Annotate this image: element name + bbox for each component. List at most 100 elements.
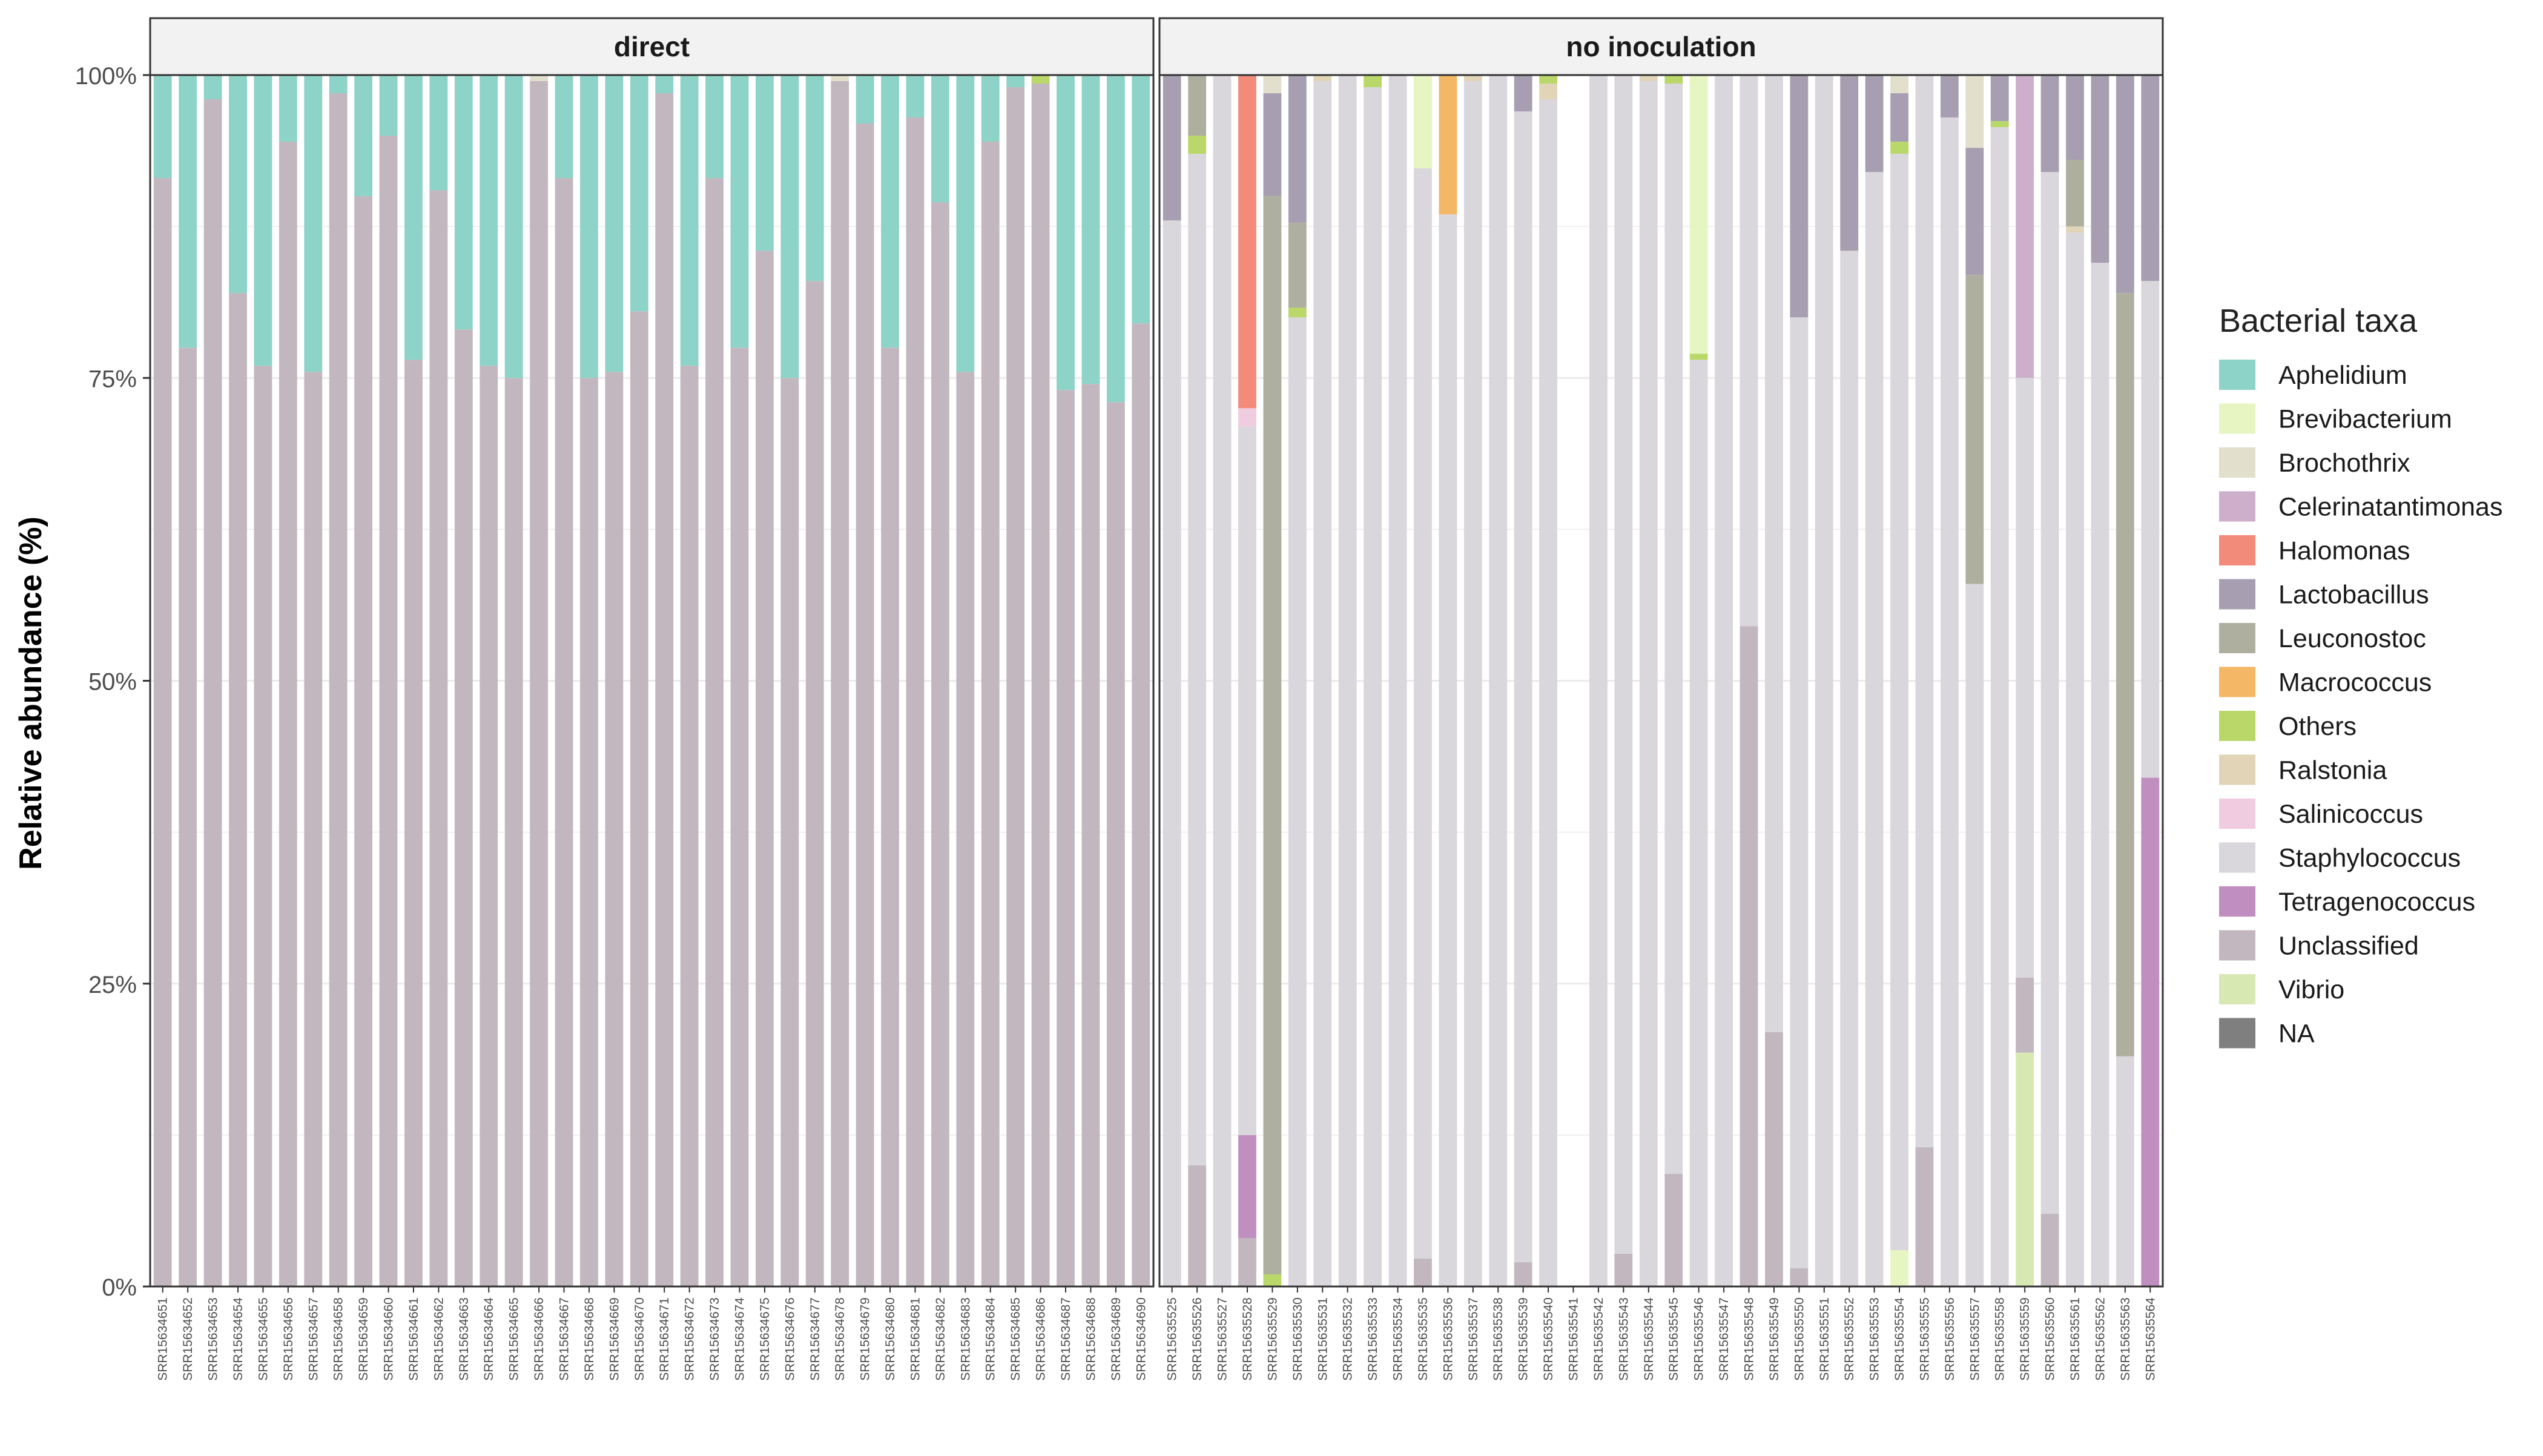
bar-segment-aphelidium (504, 75, 523, 378)
bar-segment-unclassified (1915, 1147, 1934, 1286)
bar-segment-brevibacterium (1414, 75, 1432, 169)
bar-segment-vibrio (2016, 1052, 2034, 1286)
bar-segment-lactobacillus (1990, 75, 2009, 122)
x-tick-label: SRR15634682 (934, 1297, 948, 1381)
legend-title: Bacterial taxa (2219, 303, 2418, 339)
legend-key (2219, 799, 2255, 829)
bar-segment-staphylococcus (1313, 81, 1332, 1286)
bar-segment-lactobacillus (1263, 93, 1282, 197)
bar-segment-unclassified (304, 372, 323, 1286)
bar-SRR15634677 (805, 75, 824, 1286)
x-tick-label: SRR15635557 (1968, 1297, 1982, 1381)
x-tick-label: SRR15634689 (1109, 1297, 1123, 1381)
bar-segment-staphylococcus (1388, 75, 1407, 1286)
bar-SRR15635553 (1865, 75, 1884, 1287)
bar-segment-staphylococcus (2141, 281, 2160, 778)
bar-segment-staphylococcus (1664, 84, 1683, 1174)
bar-segment-staphylococcus (1965, 584, 1984, 1287)
bar-SRR15634676 (780, 75, 799, 1286)
bar-SRR15635525 (1163, 75, 1181, 1286)
bar-segment-unclassified (1188, 1165, 1207, 1286)
x-tick-label: SRR15635563 (2119, 1297, 2132, 1381)
bar-segment-staphylococcus (1589, 75, 1608, 1286)
bar-segment-unclassified (1614, 1253, 1633, 1286)
bar-segment-unclassified (254, 366, 272, 1286)
bar-segment-aphelidium (981, 75, 1000, 142)
legend-key (2219, 579, 2255, 610)
bar-SRR15634673 (705, 75, 724, 1287)
x-tick-label: SRR15635560 (2043, 1297, 2057, 1381)
bar-segment-unclassified (1238, 1237, 1256, 1286)
bar-segment-ralstonia (1639, 75, 1658, 82)
bar-SRR15635538 (1489, 75, 1508, 1286)
x-tick-label: SRR15635544 (1642, 1297, 1656, 1381)
bar-segment-aphelidium (630, 75, 648, 312)
bar-segment-staphylococcus (1915, 75, 1934, 1147)
bar-segment-aphelidium (906, 75, 925, 118)
x-tick-label: SRR15634679 (859, 1297, 872, 1381)
bar-SRR15635540 (1539, 75, 1558, 1286)
bar-SRR15635535 (1414, 75, 1432, 1286)
bar-segment-aphelidium (655, 75, 674, 94)
bar-segment-macrococcus (1439, 75, 1457, 215)
bar-segment-staphylococcus (2040, 172, 2059, 1214)
bar-segment-lactobacillus (1163, 75, 1181, 221)
legend-label: Others (2278, 712, 2357, 741)
bar-segment-others (1890, 142, 1908, 154)
x-tick-label: SRR15634657 (306, 1297, 320, 1381)
bar-SRR15634655 (254, 75, 272, 1286)
legend-item: Others (2219, 711, 2357, 741)
bar-segment-unclassified (1664, 1173, 1683, 1286)
bar-segment-unclassified (1414, 1258, 1432, 1286)
bar-segment-staphylococcus (1790, 317, 1809, 1268)
bar-SRR15634682 (931, 75, 949, 1287)
bar-SRR15635530 (1288, 75, 1307, 1287)
bar-SRR15634661 (404, 75, 423, 1286)
bar-SRR15634670 (630, 75, 648, 1286)
y-axis-title: Relative abundance (%) (13, 516, 48, 870)
x-tick-label: SRR15634672 (683, 1297, 697, 1381)
facet-title: direct (614, 31, 690, 62)
x-tick-label: SRR15634685 (1009, 1297, 1023, 1381)
x-tick-label: SRR15635528 (1241, 1297, 1255, 1381)
bar-segment-aphelidium (956, 75, 975, 372)
bar-segment-aphelidium (354, 75, 373, 197)
bar-SRR15634683 (956, 75, 975, 1286)
bar-segment-lactobacillus (2116, 75, 2134, 294)
bar-SRR15635558 (1990, 75, 2009, 1287)
legend-key (2219, 1018, 2255, 1049)
bar-segment-staphylococcus (2091, 263, 2109, 1286)
bar-segment-unclassified (229, 293, 247, 1287)
bar-segment-aphelidium (179, 75, 197, 348)
bar-SRR15635552 (1840, 75, 1859, 1286)
legend-item: Brevibacterium (2219, 403, 2452, 434)
bar-SRR15634664 (480, 75, 498, 1286)
x-tick-label: SRR15635540 (1542, 1297, 1555, 1381)
bar-SRR15635529 (1263, 75, 1282, 1286)
bar-segment-unclassified (630, 311, 648, 1286)
bar-segment-unclassified (780, 378, 799, 1286)
legend-item: Vibrio (2219, 974, 2344, 1004)
x-tick-label: SRR15635525 (1166, 1297, 1179, 1381)
bar-segment-unclassified (429, 190, 448, 1287)
x-tick-label: SRR15635564 (2143, 1297, 2157, 1381)
legend-key (2219, 754, 2255, 785)
x-tick-label: SRR15635542 (1592, 1297, 1606, 1381)
bar-segment-unclassified (1006, 87, 1025, 1286)
facet-panel: direct SRR15634651 SRR15634652 SRR15634653 S… (149, 17, 1155, 1381)
legend-key (2219, 491, 2255, 522)
bar-segment-unclassified (580, 378, 598, 1286)
bar-segment-staphylococcus (1364, 87, 1382, 1286)
bar-SRR15634657 (304, 75, 323, 1286)
bar-SRR15634652 (179, 75, 197, 1286)
x-tick-label: SRR15634677 (808, 1297, 822, 1381)
y-tick-label: 50% (88, 669, 137, 696)
bar-segment-staphylococcus (1213, 75, 1232, 1286)
bar-SRR15635556 (1940, 75, 1959, 1286)
legend-label: Macrococcus (2278, 668, 2432, 697)
bar-SRR15634666 (530, 75, 549, 1286)
bar-segment-lactobacillus (1865, 75, 1884, 173)
legend-key (2219, 447, 2255, 478)
bar-SRR15635554 (1890, 75, 1908, 1286)
legend: Bacterial taxa Aphelidium Brevibacterium B… (2219, 303, 2502, 1049)
